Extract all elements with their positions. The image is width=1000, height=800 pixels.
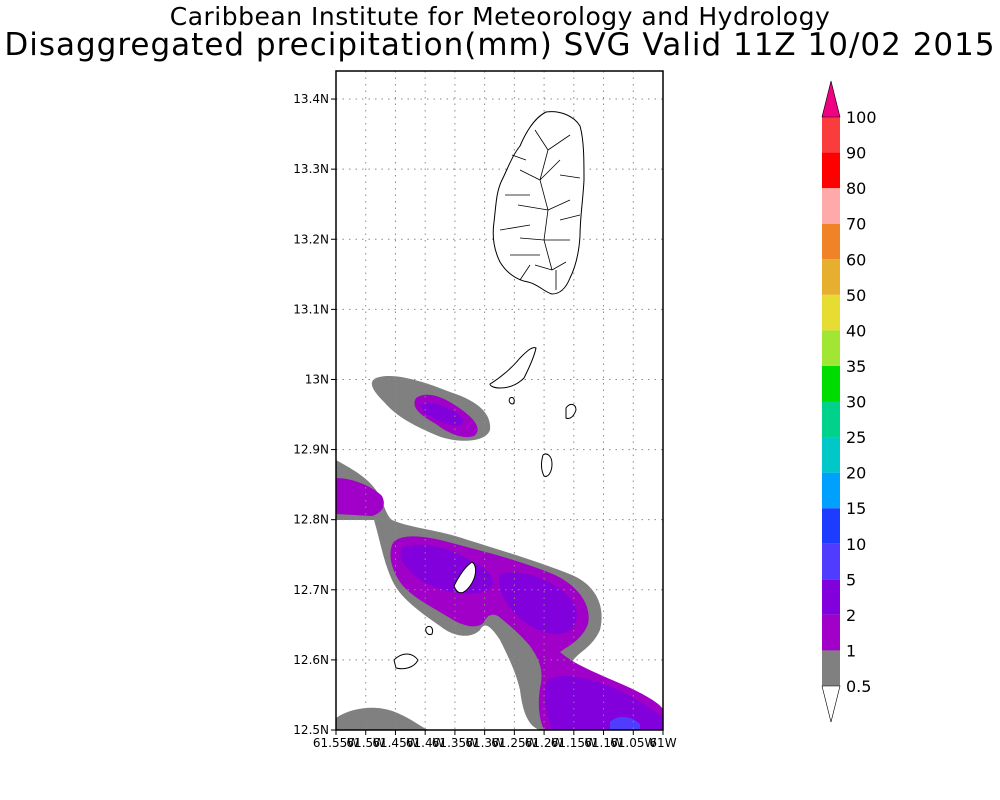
colorbar-swatch-90 — [822, 152, 840, 189]
colorbar-swatch-40 — [822, 330, 840, 366]
island-union — [453, 561, 477, 594]
colorbar-swatch-35 — [822, 365, 840, 402]
lon-tick-label: 61.35W — [432, 736, 478, 750]
lat-tick-label: 12.6N — [293, 653, 329, 667]
colorbar-swatch-60 — [822, 259, 840, 295]
precip-region-violet — [499, 572, 577, 635]
colorbar-label: 5 — [846, 570, 856, 589]
map-frame — [335, 70, 664, 731]
lat-tick-label: 12.5N — [293, 723, 329, 737]
lat-tick-label: 13.3N — [293, 162, 329, 176]
colorbar-swatch-20 — [822, 472, 840, 509]
island-bequia — [489, 347, 537, 389]
lat-tick-label: 12.8N — [293, 513, 329, 527]
lat-tick-labels: 13.4N 13.3N 13.2N 13.1N 13N 12.9N 12.8N 12.7N 12… — [293, 92, 329, 737]
island-small — [425, 625, 433, 635]
lon-tick-label: 61.15W — [551, 736, 597, 750]
colorbar-label: 90 — [846, 144, 866, 163]
colorbar-label: 60 — [846, 250, 866, 269]
lat-tick-label: 13N — [305, 372, 329, 386]
lon-tick-label: 61.3W — [465, 736, 504, 750]
lat-tick-label: 13.2N — [293, 232, 329, 246]
title-line-1: Caribbean Institute for Meteorology and … — [169, 2, 831, 31]
colorbar-swatch-50 — [822, 294, 840, 331]
colorbar-swatch-5 — [822, 579, 840, 615]
colorbar-swatch-1 — [822, 650, 840, 686]
lon-tick-marks — [335, 730, 664, 735]
watershed-lines — [499, 129, 581, 290]
island-small — [508, 397, 515, 405]
precip-region-violet — [420, 402, 464, 426]
island-canouan — [565, 403, 577, 419]
colorbar-swatch-10 — [822, 543, 840, 580]
colorbar-label: 0.5 — [846, 677, 871, 696]
colorbar-swatch-70 — [822, 223, 840, 260]
precip-region-blue — [610, 716, 640, 730]
colorbar-label: 20 — [846, 464, 866, 483]
title-line-2: Disaggregated precipitation(mm) SVG Vali… — [4, 27, 996, 63]
lon-tick-labels: 61.55W61.5W61.45W61.4W61.35W61.3W61.25W6… — [313, 736, 677, 750]
coastlines — [393, 111, 585, 670]
lon-tick-label: 61W — [649, 736, 676, 750]
island-carriacou — [393, 653, 419, 670]
colorbar-label: 100 — [846, 108, 877, 127]
precip-region-violet — [545, 676, 663, 730]
colorbar-swatch-100 — [822, 117, 840, 153]
lon-tick-label: 61.2W — [525, 736, 564, 750]
colorbar-label: 25 — [846, 428, 866, 447]
colorbar-top-arrow — [821, 80, 841, 118]
lat-tick-label: 13.4N — [293, 92, 329, 106]
colorbar-bottom-arrow — [821, 685, 841, 723]
colorbar-label: 2 — [846, 606, 856, 625]
precip-region-gray — [336, 707, 428, 730]
colorbar-label: 70 — [846, 215, 866, 234]
colorbar-swatch-80 — [822, 188, 840, 224]
lon-tick-label: 61.5W — [346, 736, 385, 750]
lon-tick-label: 61.05W — [610, 736, 656, 750]
lon-tick-label: 61.4W — [406, 736, 445, 750]
colorbar-label: 30 — [846, 393, 866, 412]
colorbar-label: 80 — [846, 179, 866, 198]
island-st-vincent — [492, 111, 585, 295]
island-mustique — [541, 453, 553, 477]
colorbar-swatch-25 — [822, 437, 840, 473]
lat-tick-marks — [331, 98, 336, 731]
colorbar-swatch-2 — [822, 614, 840, 651]
lon-tick-label: 61.55W — [313, 736, 359, 750]
colorbar-label: 1 — [846, 641, 856, 660]
lon-tick-label: 61.25W — [491, 736, 537, 750]
lat-tick-label: 12.7N — [293, 583, 329, 597]
lon-tick-label: 61.45W — [372, 736, 418, 750]
lat-tick-label: 13.1N — [293, 302, 329, 316]
colorbar-label: 10 — [846, 535, 866, 554]
colorbar-label: 15 — [846, 499, 866, 518]
lon-tick-label: 61.1W — [584, 736, 623, 750]
colorbar-swatch-15 — [822, 508, 840, 544]
colorbar-swatch-30 — [822, 401, 840, 438]
precip-region-purple — [336, 478, 384, 516]
colorbar-label: 35 — [846, 357, 866, 376]
lat-tick-label: 12.9N — [293, 443, 329, 457]
colorbar-label: 50 — [846, 286, 866, 305]
colorbar-label: 40 — [846, 321, 866, 340]
